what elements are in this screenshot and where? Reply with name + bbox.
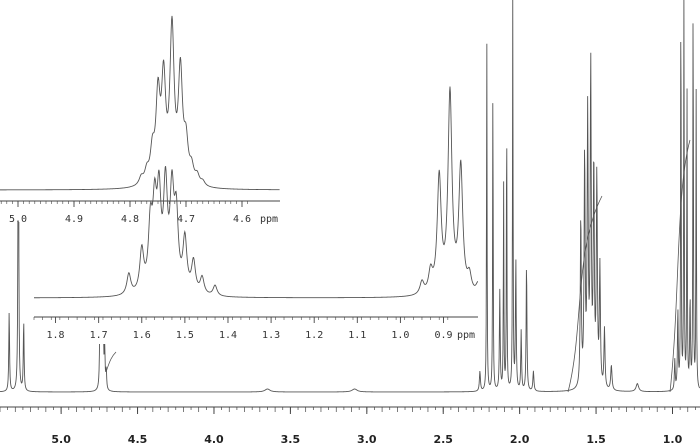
inset-1-5-tick-label: 1.2 — [305, 330, 323, 341]
inset-1-5-tick-label: 1.8 — [47, 330, 65, 341]
integral-curve-1-5 — [567, 195, 603, 393]
integral-curve-0-9 — [669, 139, 691, 393]
main-x-tick-label: 2.5 — [433, 433, 453, 446]
main-x-tick-label: 1.0 — [663, 433, 683, 446]
inset-4-7-tick-label: 4.7 — [177, 214, 195, 225]
inset-1-5-tick-label: 1.6 — [133, 330, 151, 341]
integral-curve-4-7 — [105, 351, 117, 373]
main-x-tick-label: 3.5 — [281, 433, 301, 446]
inset-4-7-tick-label: 4.8 — [121, 214, 139, 225]
main-x-tick-label: 3.0 — [357, 433, 377, 446]
main-spectrum-trace — [0, 0, 700, 393]
inset-1-5-tick-label: 1.1 — [348, 330, 366, 341]
inset-1-5-trace — [34, 86, 479, 299]
inset-1-5-layer: 1.8 1.7 1.6 1.5 1.4 1.3 1.2 1.1 1.0 0.9 ppm — [30, 86, 482, 344]
inset-1-5-tick-label: 1.0 — [391, 330, 409, 341]
inset-1-5-background — [30, 226, 482, 344]
main-x-tick-label: 4.0 — [204, 433, 224, 446]
inset-4-7-tick-label: 4.6 — [233, 214, 251, 225]
inset-1-5-tick-label: 1.5 — [176, 330, 194, 341]
main-x-tick-label: 5.0 — [51, 433, 71, 446]
inset-1-5-tick-label: 0.9 — [434, 330, 452, 341]
inset-4-7-tick-label: 5.0 — [9, 214, 27, 225]
inset-4-7-trace — [0, 15, 280, 191]
inset-4-7-layer: 5.0 4.9 4.8 4.7 4.6 ppm — [0, 0, 282, 225]
inset-1-5-tick-label: 1.3 — [262, 330, 280, 341]
main-x-tick-label: 1.5 — [586, 433, 606, 446]
inset-1-5-unit-label: ppm — [457, 330, 475, 341]
main-x-tick-label: 4.5 — [128, 433, 148, 446]
main-x-tick-label: 2.0 — [510, 433, 530, 446]
inset-1-5-tick-label: 1.7 — [90, 330, 108, 341]
inset-1-5-tick-label: 1.4 — [219, 330, 237, 341]
inset-4-7-tick-label: 4.9 — [65, 214, 83, 225]
inset-4-7-background — [0, 0, 282, 222]
inset-4-7-unit-label: ppm — [260, 214, 278, 225]
